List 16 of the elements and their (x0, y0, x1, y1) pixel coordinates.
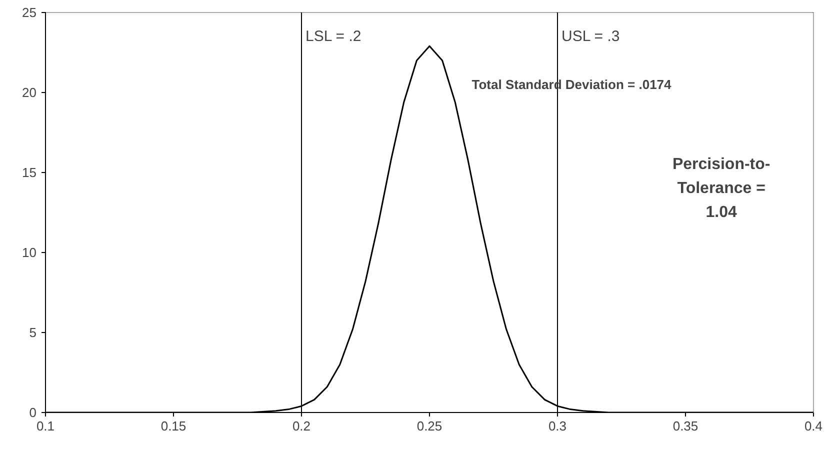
y-tick-label: 10 (22, 245, 37, 260)
x-tick-label: 0.3 (548, 418, 567, 434)
y-tick-label: 5 (29, 325, 37, 340)
y-tick-label: 0 (29, 405, 37, 420)
ref-line-label: LSL = .2 (306, 28, 362, 45)
y-tick-label: 25 (22, 5, 37, 20)
x-tick-label: 0.25 (416, 418, 442, 434)
ref-line-label: USL = .3 (562, 28, 620, 45)
x-tick-label: 0.15 (160, 418, 186, 434)
x-tick-label: 0.2 (292, 418, 311, 434)
y-tick-label: 20 (22, 85, 37, 100)
x-tick-label: 0.4 (804, 418, 823, 434)
annotation: Percision-to- Tolerance = 1.04 (672, 156, 770, 221)
x-tick-label: 0.1 (36, 418, 55, 434)
y-tick-label: 15 (22, 165, 37, 180)
x-tick-label: 0.35 (672, 418, 698, 434)
